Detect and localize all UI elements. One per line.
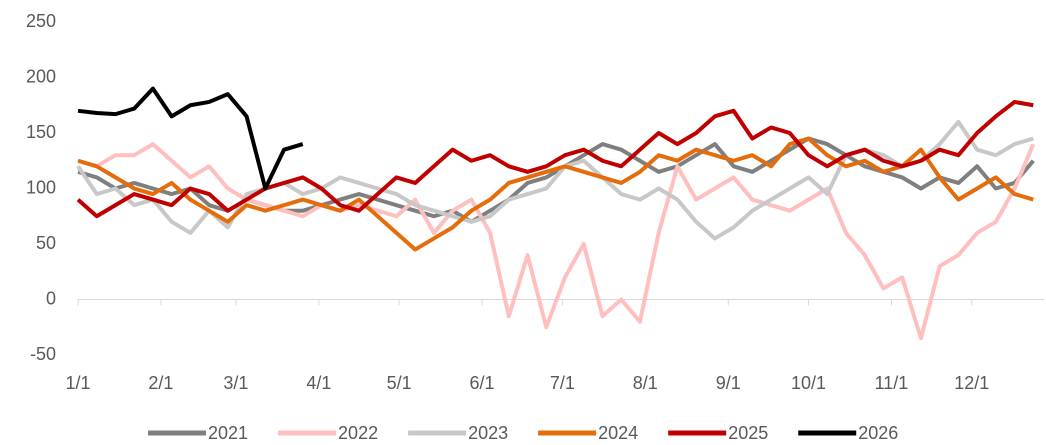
legend-label: 2024 bbox=[598, 423, 638, 443]
y-tick-label: 100 bbox=[26, 177, 56, 197]
x-tick-label: 9/1 bbox=[716, 373, 741, 393]
x-tick-label: 8/1 bbox=[633, 373, 658, 393]
x-tick-label: 1/1 bbox=[65, 373, 90, 393]
legend-label: 2022 bbox=[338, 423, 378, 443]
x-tick-label: 11/1 bbox=[875, 373, 909, 393]
x-tick-label: 6/1 bbox=[470, 373, 495, 393]
x-tick-label: 10/1 bbox=[791, 373, 826, 393]
x-tick-label: 5/1 bbox=[387, 373, 412, 393]
series-line bbox=[77, 142, 1036, 341]
series-line bbox=[76, 119, 1034, 241]
y-tick-label: 200 bbox=[26, 66, 56, 86]
y-tick-label: -50 bbox=[30, 344, 56, 364]
x-tick-label: 3/1 bbox=[223, 373, 248, 393]
y-tick-label: 50 bbox=[36, 233, 56, 253]
y-tick-label: 250 bbox=[26, 11, 56, 31]
series-line bbox=[77, 86, 304, 191]
legend-label: 2021 bbox=[208, 423, 248, 443]
x-tick-label: 7/1 bbox=[550, 373, 575, 393]
x-tick-label: 12/1 bbox=[954, 373, 989, 393]
series-line bbox=[76, 99, 1034, 219]
legend-label: 2025 bbox=[728, 423, 768, 443]
x-tick-label: 2/1 bbox=[148, 373, 173, 393]
x-tick-label: 4/1 bbox=[306, 373, 331, 393]
series-line bbox=[77, 136, 1034, 252]
legend-label: 2023 bbox=[468, 423, 508, 443]
y-tick-label: 150 bbox=[26, 122, 56, 142]
y-tick-label: 0 bbox=[46, 288, 56, 308]
legend-label: 2026 bbox=[858, 423, 898, 443]
